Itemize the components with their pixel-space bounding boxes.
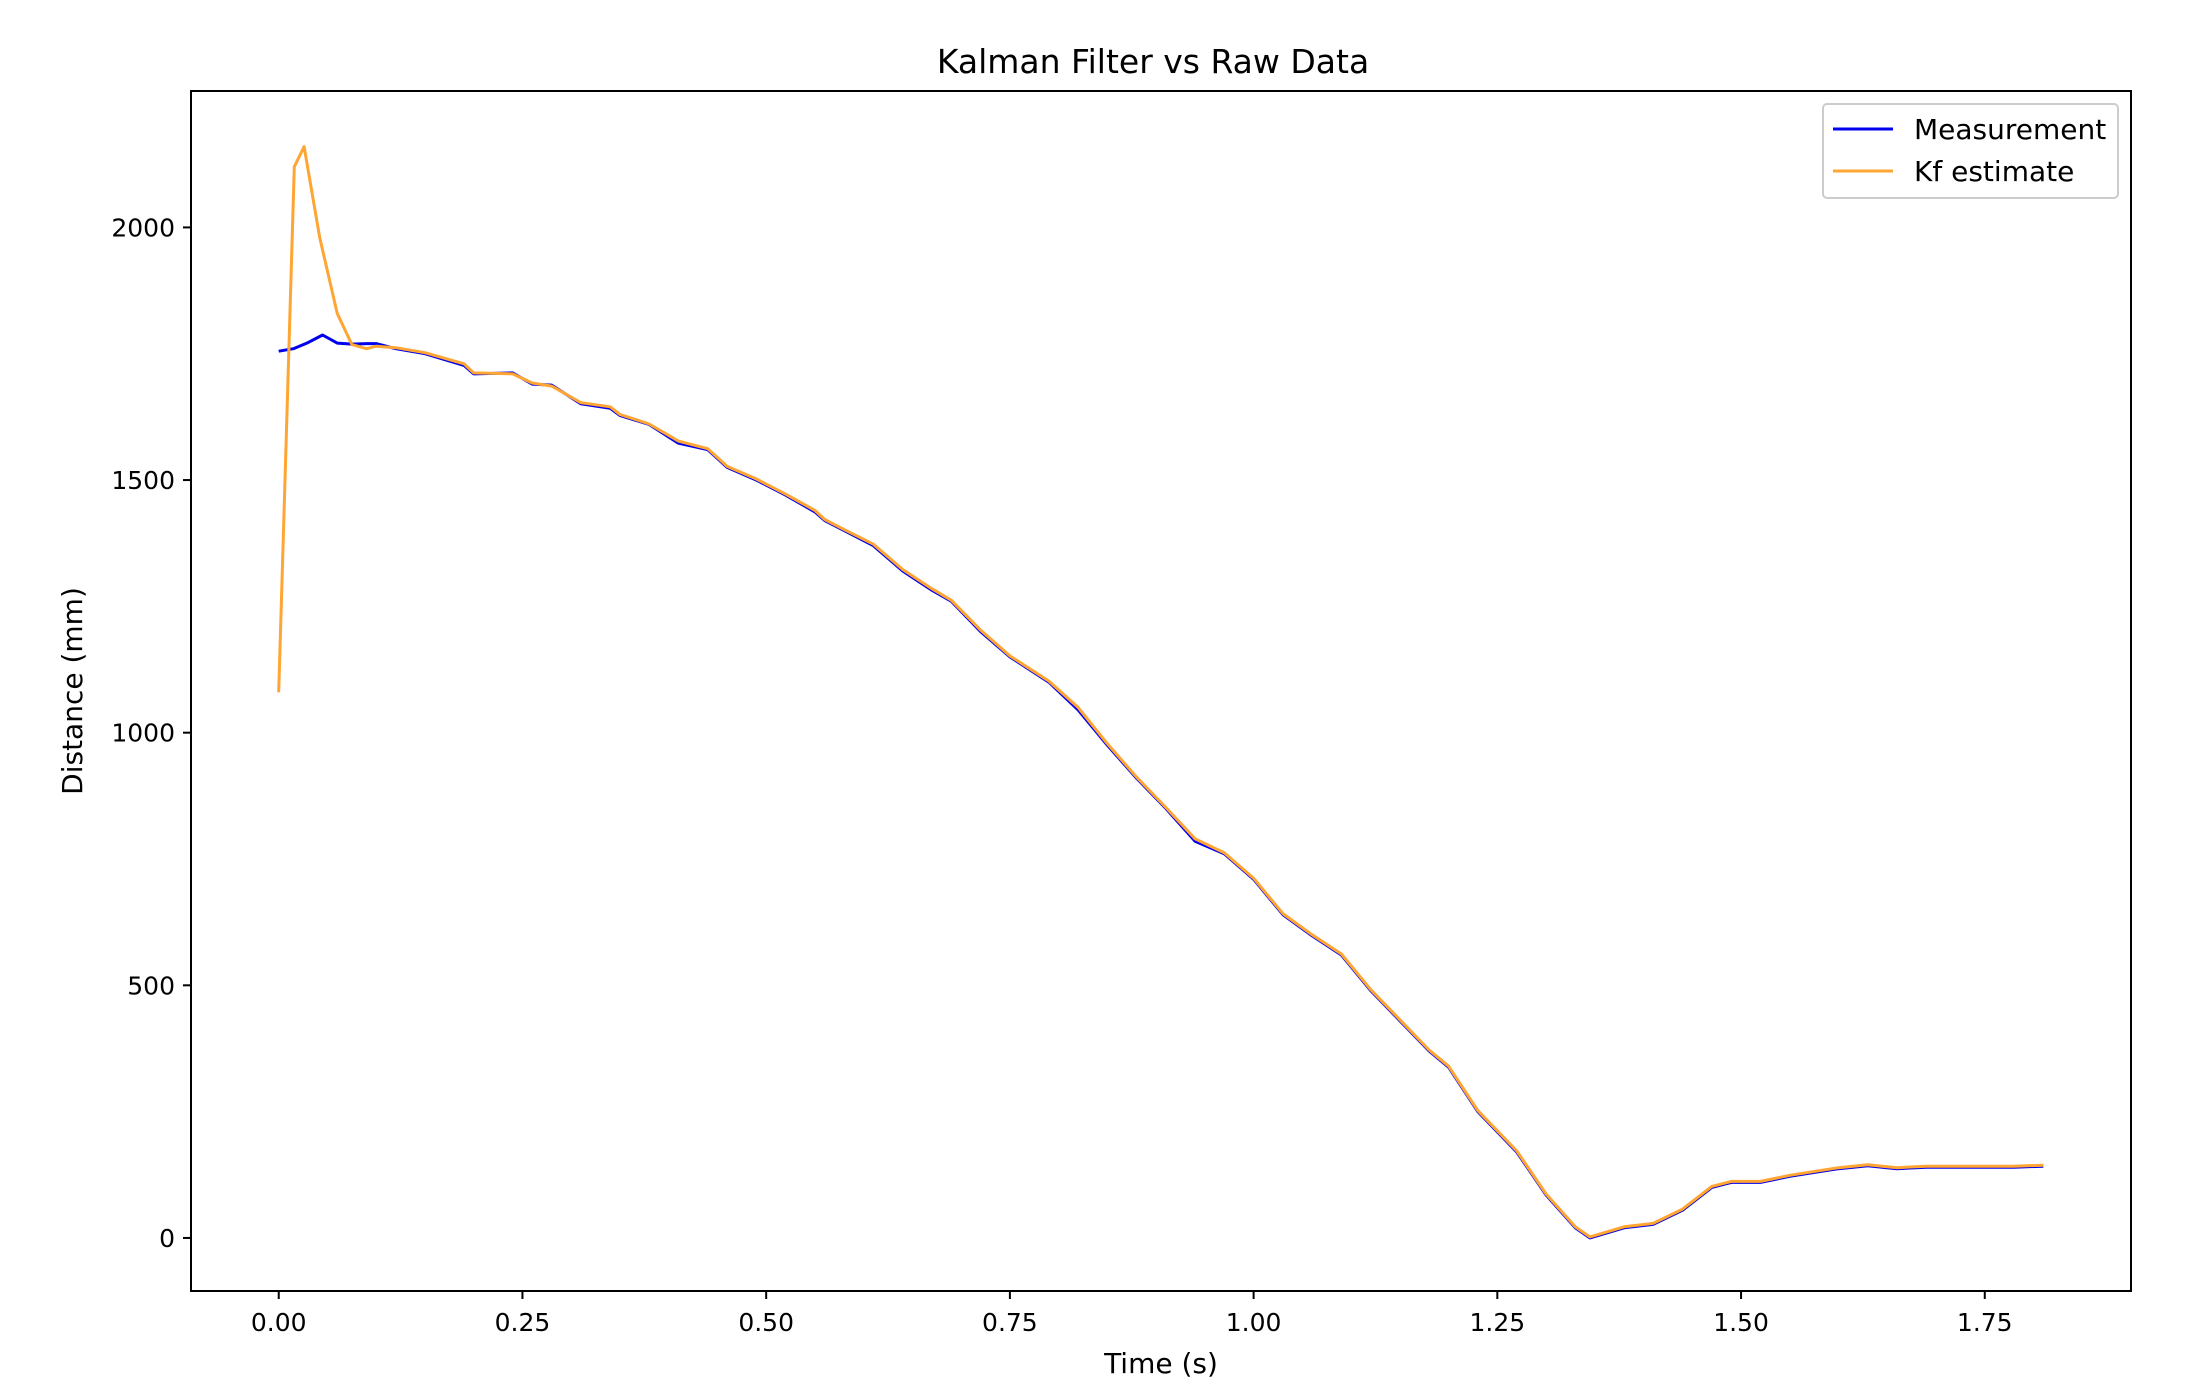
x-axis-label: Time (s): [1103, 1347, 1218, 1380]
y-axis-label: Distance (mm): [56, 587, 89, 795]
x-tick-label: 1.50: [1713, 1308, 1769, 1337]
x-tick-label: 1.00: [1226, 1308, 1282, 1337]
x-tick-label: 1.75: [1957, 1308, 2013, 1337]
plot-lines: [277, 145, 2044, 1240]
y-tick-label: 500: [127, 971, 175, 1000]
series-line-kf-estimate: [277, 145, 2044, 1239]
chart-title: Kalman Filter vs Raw Data: [937, 42, 1369, 81]
y-tick-label: 1000: [111, 719, 175, 748]
y-axis: 0 500 1000 1500 2000: [111, 213, 191, 1253]
legend-label: Kf estimate: [1914, 155, 2074, 188]
x-tick-label: 1.25: [1469, 1308, 1525, 1337]
y-tick-label: 1500: [111, 466, 175, 495]
y-tick-label: 2000: [111, 213, 175, 242]
x-tick-label: 0.50: [738, 1308, 794, 1337]
legend-label: Measurement: [1914, 113, 2106, 146]
plot-frame: [190, 90, 2132, 1292]
x-tick-label: 0.00: [251, 1308, 307, 1337]
legend-box: [1822, 103, 2119, 199]
x-axis: 0.00 0.25 0.50 0.75 1.00 1.25 1.50 1.75: [251, 1291, 2013, 1337]
legend: Measurement Kf estimate: [1822, 103, 2119, 199]
x-tick-label: 0.25: [495, 1308, 551, 1337]
y-tick-label: 0: [159, 1224, 175, 1253]
x-tick-label: 0.75: [982, 1308, 1038, 1337]
